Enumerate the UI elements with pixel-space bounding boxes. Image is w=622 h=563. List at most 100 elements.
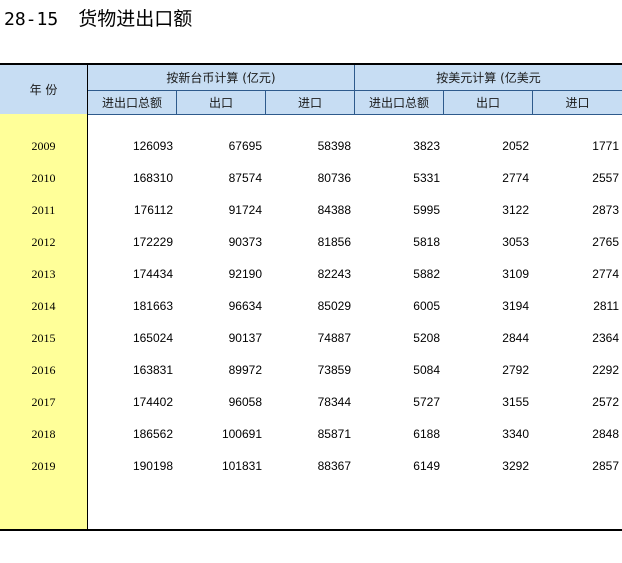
- header-group-divider: [354, 65, 355, 114]
- row-value: 91724: [228, 203, 262, 217]
- header-year: 年 份: [29, 83, 58, 97]
- row-value: 186562: [132, 427, 173, 441]
- row-value: 67695: [228, 139, 262, 153]
- row-value: 2572: [592, 395, 619, 409]
- row-value: 2848: [592, 427, 619, 441]
- row-value: 5331: [413, 171, 440, 185]
- header-col-divider: [532, 91, 533, 114]
- row-value: 92190: [228, 267, 262, 281]
- row-value: 1771: [592, 139, 619, 153]
- row-value: 126093: [132, 139, 173, 153]
- row-value: 3155: [502, 395, 529, 409]
- row-value: 89972: [228, 363, 262, 377]
- row-value: 2811: [593, 299, 619, 313]
- table-title: 货物进出口额: [78, 8, 193, 30]
- row-value: 3823: [413, 139, 440, 153]
- table-row: 2014 181663 96634 85029 6005 3194 2811: [0, 290, 622, 322]
- row-value: 6005: [413, 299, 440, 313]
- row-year: 2011: [31, 203, 56, 217]
- header-bottom-rule: [0, 114, 622, 115]
- row-value: 5208: [413, 331, 440, 345]
- header-divider: [88, 90, 622, 91]
- row-value: 80736: [317, 171, 351, 185]
- header-usd-export: 出口: [475, 96, 500, 110]
- row-value: 2774: [502, 171, 529, 185]
- table-number: 28-15: [4, 9, 59, 30]
- page-title: 28-15 货物进出口额: [4, 6, 192, 32]
- row-value: 5995: [413, 203, 440, 217]
- row-value: 5084: [413, 363, 440, 377]
- row-value: 100691: [221, 427, 262, 441]
- table-row: 2009 126093 67695 58398 3823 2052 1771: [0, 130, 622, 162]
- row-year: 2017: [31, 395, 56, 409]
- row-value: 5882: [413, 267, 440, 281]
- row-value: 90137: [228, 331, 262, 345]
- row-value: 84388: [317, 203, 351, 217]
- row-value: 3292: [502, 459, 529, 473]
- row-value: 2052: [502, 139, 529, 153]
- row-value: 5727: [413, 395, 440, 409]
- row-value: 90373: [228, 235, 262, 249]
- row-value: 2765: [592, 235, 619, 249]
- year-column-divider: [87, 65, 88, 529]
- row-value: 96058: [228, 395, 262, 409]
- header-group-usd: 按美元计算 (亿美元: [436, 71, 541, 85]
- header-usd-import: 进口: [565, 96, 590, 110]
- table-row: 2015 165024 90137 74887 5208 2844 2364: [0, 322, 622, 354]
- trade-table: 年 份 按新台币计算 (亿元) 按美元计算 (亿美元 进出口总额 出口 进口 进…: [0, 63, 622, 531]
- row-value: 58398: [317, 139, 351, 153]
- row-year: 2010: [31, 171, 56, 185]
- row-value: 3122: [502, 203, 529, 217]
- row-value: 176112: [133, 203, 173, 217]
- header-col-divider: [265, 91, 266, 114]
- year-column-background: [0, 114, 87, 529]
- table-row: 2011 176112 91724 84388 5995 3122 2873: [0, 194, 622, 226]
- header-twd-import: 进口: [297, 96, 322, 110]
- header-twd-export: 出口: [208, 96, 233, 110]
- top-rule: [0, 63, 622, 65]
- bottom-rule: [0, 529, 622, 531]
- table-row: 2016 163831 89972 73859 5084 2792 2292: [0, 354, 622, 386]
- row-year: 2019: [31, 459, 56, 473]
- row-value: 2364: [592, 331, 619, 345]
- row-value: 3194: [502, 299, 529, 313]
- row-value: 163831: [132, 363, 173, 377]
- row-value: 101831: [221, 459, 262, 473]
- row-year: 2015: [31, 331, 56, 345]
- table-row: 2013 174434 92190 82243 5882 3109 2774: [0, 258, 622, 290]
- row-year: 2009: [31, 139, 56, 153]
- row-value: 87574: [228, 171, 262, 185]
- header-group-twd: 按新台币计算 (亿元): [166, 71, 276, 85]
- row-value: 3340: [502, 427, 529, 441]
- header-twd-total: 进出口总额: [101, 96, 162, 110]
- row-year: 2013: [31, 267, 56, 281]
- row-value: 181663: [132, 299, 173, 313]
- table-row: 2012 172229 90373 81856 5818 3053 2765: [0, 226, 622, 258]
- row-value: 3053: [502, 235, 529, 249]
- row-value: 74887: [317, 331, 351, 345]
- row-value: 165024: [132, 331, 173, 345]
- table-row: 2017 174402 96058 78344 5727 3155 2572: [0, 386, 622, 418]
- row-value: 85871: [317, 427, 351, 441]
- header-usd-total: 进出口总额: [368, 96, 429, 110]
- row-value: 2873: [592, 203, 619, 217]
- row-value: 168310: [132, 171, 173, 185]
- table-row: 2018 186562 100691 85871 6188 3340 2848: [0, 418, 622, 450]
- row-value: 88367: [317, 459, 351, 473]
- row-value: 174434: [132, 267, 173, 281]
- row-year: 2018: [31, 427, 56, 441]
- row-value: 73859: [317, 363, 351, 377]
- row-value: 82243: [317, 267, 351, 281]
- row-value: 2774: [592, 267, 619, 281]
- row-year: 2012: [31, 235, 56, 249]
- table-row: 2010 168310 87574 80736 5331 2774 2557: [0, 162, 622, 194]
- row-value: 2557: [592, 171, 619, 185]
- row-value: 78344: [317, 395, 351, 409]
- row-value: 6149: [413, 459, 440, 473]
- table-row: 2019 190198 101831 88367 6149 3292 2857: [0, 450, 622, 482]
- header-col-divider: [443, 91, 444, 114]
- row-value: 190198: [132, 459, 173, 473]
- table-header: 年 份 按新台币计算 (亿元) 按美元计算 (亿美元 进出口总额 出口 进口 进…: [0, 65, 622, 114]
- row-value: 85029: [317, 299, 351, 313]
- row-value: 2792: [502, 363, 529, 377]
